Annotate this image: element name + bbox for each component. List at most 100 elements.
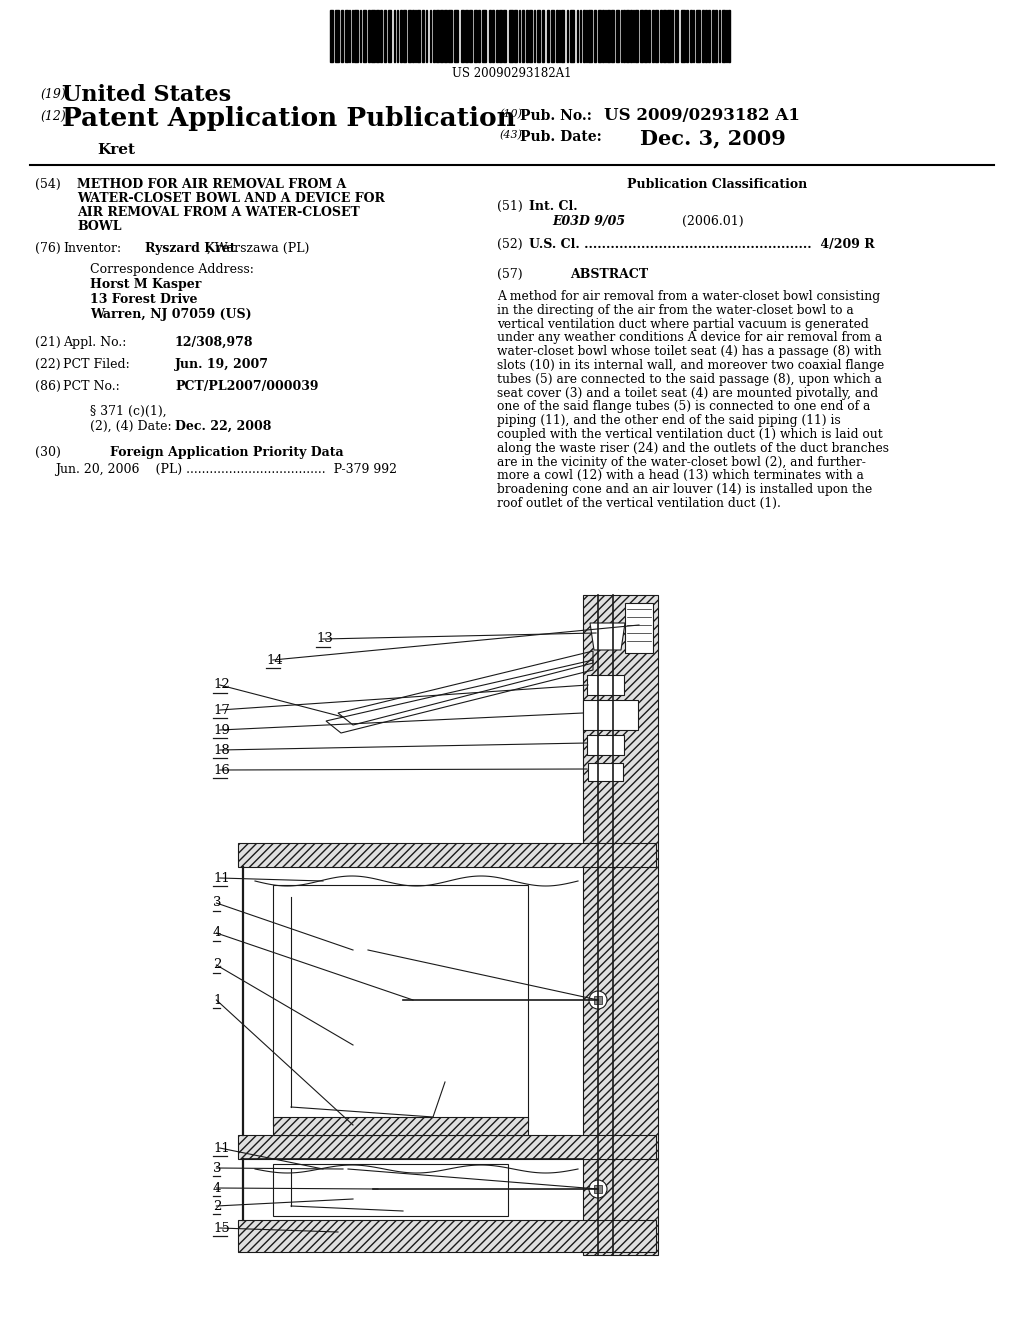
Text: are in the vicinity of the water-closet bowl (2), and further-: are in the vicinity of the water-closet …: [497, 455, 866, 469]
Text: (10): (10): [500, 110, 523, 119]
Text: Jun. 19, 2007: Jun. 19, 2007: [175, 358, 269, 371]
Text: BOWL: BOWL: [77, 220, 122, 234]
Bar: [594, 1185, 602, 1193]
Text: A method for air removal from a water-closet bowl consisting: A method for air removal from a water-cl…: [497, 290, 880, 304]
Bar: [648, 11, 649, 62]
Text: (2), (4) Date:: (2), (4) Date:: [90, 420, 172, 433]
Text: Ryszard Kret: Ryszard Kret: [145, 242, 236, 255]
Bar: [529, 11, 531, 62]
Bar: [712, 11, 714, 62]
Bar: [273, 1164, 508, 1216]
Bar: [692, 11, 694, 62]
Bar: [551, 11, 554, 62]
Text: 12: 12: [213, 678, 229, 692]
Text: (22): (22): [35, 358, 60, 371]
Text: 11: 11: [213, 871, 229, 884]
Text: in the directing of the air from the water-closet bowl to a: in the directing of the air from the wat…: [497, 304, 854, 317]
Bar: [561, 11, 564, 62]
Text: AIR REMOVAL FROM A WATER-CLOSET: AIR REMOVAL FROM A WATER-CLOSET: [77, 206, 359, 219]
Text: (19): (19): [40, 88, 66, 102]
Bar: [621, 11, 622, 62]
Bar: [474, 11, 477, 62]
Text: (43): (43): [500, 129, 523, 140]
Bar: [651, 11, 654, 62]
Bar: [465, 11, 468, 62]
Text: Warren, NJ 07059 (US): Warren, NJ 07059 (US): [90, 308, 252, 321]
Bar: [583, 11, 585, 62]
Bar: [702, 11, 705, 62]
Text: one of the said flange tubes (5) is connected to one end of a: one of the said flange tubes (5) is conn…: [497, 400, 870, 413]
Bar: [626, 11, 629, 62]
Bar: [341, 11, 342, 62]
Text: 14: 14: [266, 653, 283, 667]
Bar: [238, 843, 656, 867]
Bar: [667, 11, 671, 62]
Text: Dec. 22, 2008: Dec. 22, 2008: [175, 420, 271, 433]
Text: PCT/PL2007/000039: PCT/PL2007/000039: [175, 380, 318, 393]
Text: coupled with the vertical ventilation duct (1) which is laid out: coupled with the vertical ventilation du…: [497, 428, 883, 441]
Bar: [588, 11, 592, 62]
Text: ABSTRACT: ABSTRACT: [570, 268, 648, 281]
Bar: [408, 11, 411, 62]
Bar: [525, 11, 528, 62]
Text: US 2009/0293182 A1: US 2009/0293182 A1: [604, 107, 800, 124]
Text: , Warszawa (PL): , Warszawa (PL): [207, 242, 309, 255]
Text: 18: 18: [213, 743, 229, 756]
Bar: [715, 11, 717, 62]
Circle shape: [589, 1180, 607, 1199]
Bar: [238, 1135, 656, 1159]
Text: (21): (21): [35, 337, 60, 348]
Text: (51): (51): [497, 201, 522, 213]
Bar: [400, 11, 402, 62]
Text: Appl. No.:: Appl. No.:: [63, 337, 126, 348]
Bar: [514, 11, 517, 62]
Bar: [444, 11, 446, 62]
Text: Dec. 3, 2009: Dec. 3, 2009: [640, 128, 785, 148]
Text: E03D 9/05: E03D 9/05: [552, 215, 625, 228]
Bar: [482, 11, 486, 62]
Bar: [499, 11, 502, 62]
Bar: [594, 11, 596, 62]
Text: vertical ventilation duct where partial vacuum is generated: vertical ventilation duct where partial …: [497, 318, 868, 330]
Text: (54): (54): [35, 178, 60, 191]
Bar: [362, 11, 366, 62]
Bar: [469, 11, 471, 62]
Bar: [359, 11, 361, 62]
Bar: [461, 11, 464, 62]
Bar: [273, 884, 528, 1125]
Bar: [488, 11, 490, 62]
Text: (52): (52): [497, 238, 522, 251]
Bar: [625, 603, 653, 653]
Bar: [588, 763, 623, 781]
Text: Pub. No.:: Pub. No.:: [520, 110, 592, 123]
Text: Int. Cl.: Int. Cl.: [529, 201, 578, 213]
Bar: [509, 11, 512, 62]
Text: Correspondence Address:: Correspondence Address:: [90, 263, 254, 276]
Text: US 20090293182A1: US 20090293182A1: [453, 67, 571, 81]
Text: 16: 16: [213, 763, 229, 776]
Bar: [587, 675, 624, 696]
Bar: [708, 11, 710, 62]
Bar: [388, 11, 391, 62]
Bar: [393, 11, 395, 62]
Bar: [610, 11, 613, 62]
Text: PCT No.:: PCT No.:: [63, 380, 120, 393]
Bar: [429, 11, 431, 62]
Bar: [685, 11, 687, 62]
Bar: [521, 11, 524, 62]
Text: Inventor:: Inventor:: [63, 242, 121, 255]
Text: (86): (86): [35, 380, 60, 393]
Bar: [454, 11, 458, 62]
Bar: [633, 11, 634, 62]
Text: (76): (76): [35, 242, 60, 255]
Bar: [585, 704, 626, 725]
Bar: [555, 11, 557, 62]
Text: more a cowl (12) with a head (13) which terminates with a: more a cowl (12) with a head (13) which …: [497, 470, 864, 482]
Text: Pub. Date:: Pub. Date:: [520, 129, 602, 144]
Bar: [570, 11, 574, 62]
Bar: [238, 1220, 656, 1251]
Bar: [640, 11, 642, 62]
Bar: [696, 11, 700, 62]
Text: Foreign Application Priority Data: Foreign Application Priority Data: [110, 446, 344, 459]
Text: 3: 3: [213, 1162, 221, 1175]
